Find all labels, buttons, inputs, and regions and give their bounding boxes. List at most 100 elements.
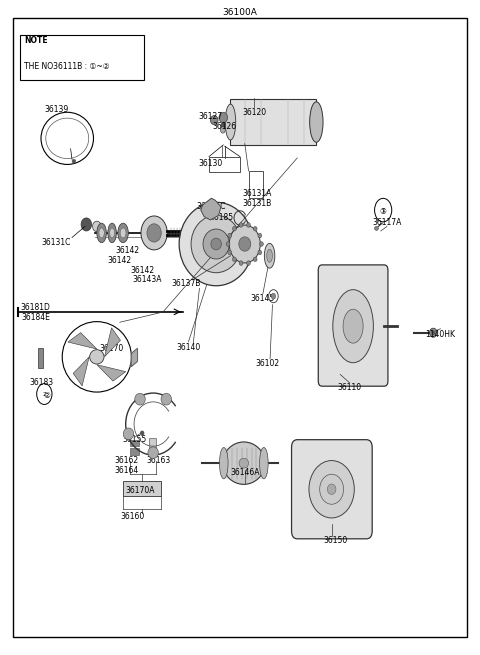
Ellipse shape xyxy=(191,215,241,272)
Ellipse shape xyxy=(327,484,336,495)
Text: 36117A: 36117A xyxy=(372,218,402,227)
Text: 36120: 36120 xyxy=(242,108,266,117)
Text: 36135C: 36135C xyxy=(197,202,226,212)
Ellipse shape xyxy=(147,224,161,242)
Polygon shape xyxy=(68,333,97,349)
Ellipse shape xyxy=(135,393,145,405)
Text: 36155: 36155 xyxy=(122,435,146,444)
Bar xyxy=(130,448,139,455)
Ellipse shape xyxy=(228,250,232,255)
Ellipse shape xyxy=(108,223,116,243)
Text: 36170: 36170 xyxy=(99,344,123,353)
Ellipse shape xyxy=(258,250,262,255)
Ellipse shape xyxy=(253,227,257,231)
Ellipse shape xyxy=(229,225,260,263)
Ellipse shape xyxy=(118,223,128,243)
Ellipse shape xyxy=(220,126,225,133)
Text: 1140HK: 1140HK xyxy=(425,329,456,339)
Text: 36160: 36160 xyxy=(120,512,145,521)
Ellipse shape xyxy=(110,228,114,238)
Text: 36140: 36140 xyxy=(176,343,201,352)
Ellipse shape xyxy=(221,122,226,128)
Text: 36181D: 36181D xyxy=(21,303,51,312)
Ellipse shape xyxy=(374,227,378,231)
Text: 36163: 36163 xyxy=(147,456,171,465)
Ellipse shape xyxy=(226,242,230,246)
Ellipse shape xyxy=(432,331,435,335)
Ellipse shape xyxy=(90,350,104,364)
Bar xyxy=(149,438,156,453)
Ellipse shape xyxy=(72,159,76,163)
Ellipse shape xyxy=(333,290,373,363)
Bar xyxy=(209,157,240,172)
Text: 36183: 36183 xyxy=(30,379,54,388)
Text: 36143A: 36143A xyxy=(132,275,162,284)
Bar xyxy=(249,171,263,198)
Text: THE NO36111B : ①~②: THE NO36111B : ①~② xyxy=(24,62,110,71)
Ellipse shape xyxy=(228,233,232,238)
Ellipse shape xyxy=(99,228,104,238)
Ellipse shape xyxy=(309,460,354,518)
Ellipse shape xyxy=(81,218,92,231)
Ellipse shape xyxy=(232,257,236,261)
Text: 36110: 36110 xyxy=(338,383,362,392)
Ellipse shape xyxy=(267,250,273,262)
Text: 1: 1 xyxy=(381,208,385,213)
Text: 36131A: 36131A xyxy=(242,189,271,198)
Bar xyxy=(230,99,316,145)
Ellipse shape xyxy=(239,237,251,251)
Ellipse shape xyxy=(120,228,126,238)
Text: 36139: 36139 xyxy=(44,105,68,113)
Ellipse shape xyxy=(247,223,251,227)
Text: 36130: 36130 xyxy=(198,159,223,168)
Ellipse shape xyxy=(148,447,158,458)
Ellipse shape xyxy=(203,229,229,259)
Text: 36142: 36142 xyxy=(130,266,154,274)
Polygon shape xyxy=(201,198,221,220)
Ellipse shape xyxy=(320,474,344,504)
Ellipse shape xyxy=(210,115,218,124)
Text: 36142: 36142 xyxy=(108,256,132,265)
Ellipse shape xyxy=(239,458,249,468)
Ellipse shape xyxy=(211,238,221,250)
Ellipse shape xyxy=(343,309,363,343)
Text: 36100A: 36100A xyxy=(223,8,257,17)
Ellipse shape xyxy=(219,112,228,122)
Ellipse shape xyxy=(271,293,276,299)
Text: ②: ② xyxy=(43,392,50,400)
Text: 36102: 36102 xyxy=(256,359,280,368)
Ellipse shape xyxy=(239,223,243,227)
Polygon shape xyxy=(131,348,137,367)
FancyBboxPatch shape xyxy=(291,440,372,539)
Ellipse shape xyxy=(225,104,236,140)
Ellipse shape xyxy=(260,447,268,479)
Text: 36146A: 36146A xyxy=(230,468,260,477)
Ellipse shape xyxy=(232,227,236,231)
Text: 36127: 36127 xyxy=(198,112,222,121)
Text: 36162: 36162 xyxy=(114,456,139,465)
Ellipse shape xyxy=(140,431,144,436)
Text: 36142: 36142 xyxy=(116,246,140,255)
Ellipse shape xyxy=(253,257,257,261)
Ellipse shape xyxy=(161,393,171,405)
Text: 36145: 36145 xyxy=(251,293,275,303)
Polygon shape xyxy=(105,328,120,357)
Polygon shape xyxy=(73,357,89,386)
Ellipse shape xyxy=(123,428,134,440)
Polygon shape xyxy=(97,365,126,381)
Ellipse shape xyxy=(430,328,437,337)
Ellipse shape xyxy=(247,261,251,265)
Text: 36164: 36164 xyxy=(114,466,139,475)
Text: 36184E: 36184E xyxy=(21,313,50,322)
Ellipse shape xyxy=(310,102,323,142)
Text: 36170A: 36170A xyxy=(125,486,155,495)
Text: 36150: 36150 xyxy=(324,536,348,545)
Ellipse shape xyxy=(223,442,265,484)
Text: 36137B: 36137B xyxy=(172,278,201,288)
Text: ①: ① xyxy=(380,207,386,216)
Text: 36185: 36185 xyxy=(210,214,234,223)
Text: NOTE: NOTE xyxy=(24,36,48,45)
Bar xyxy=(123,481,161,496)
Ellipse shape xyxy=(258,233,262,238)
Text: 36131C: 36131C xyxy=(42,238,71,247)
